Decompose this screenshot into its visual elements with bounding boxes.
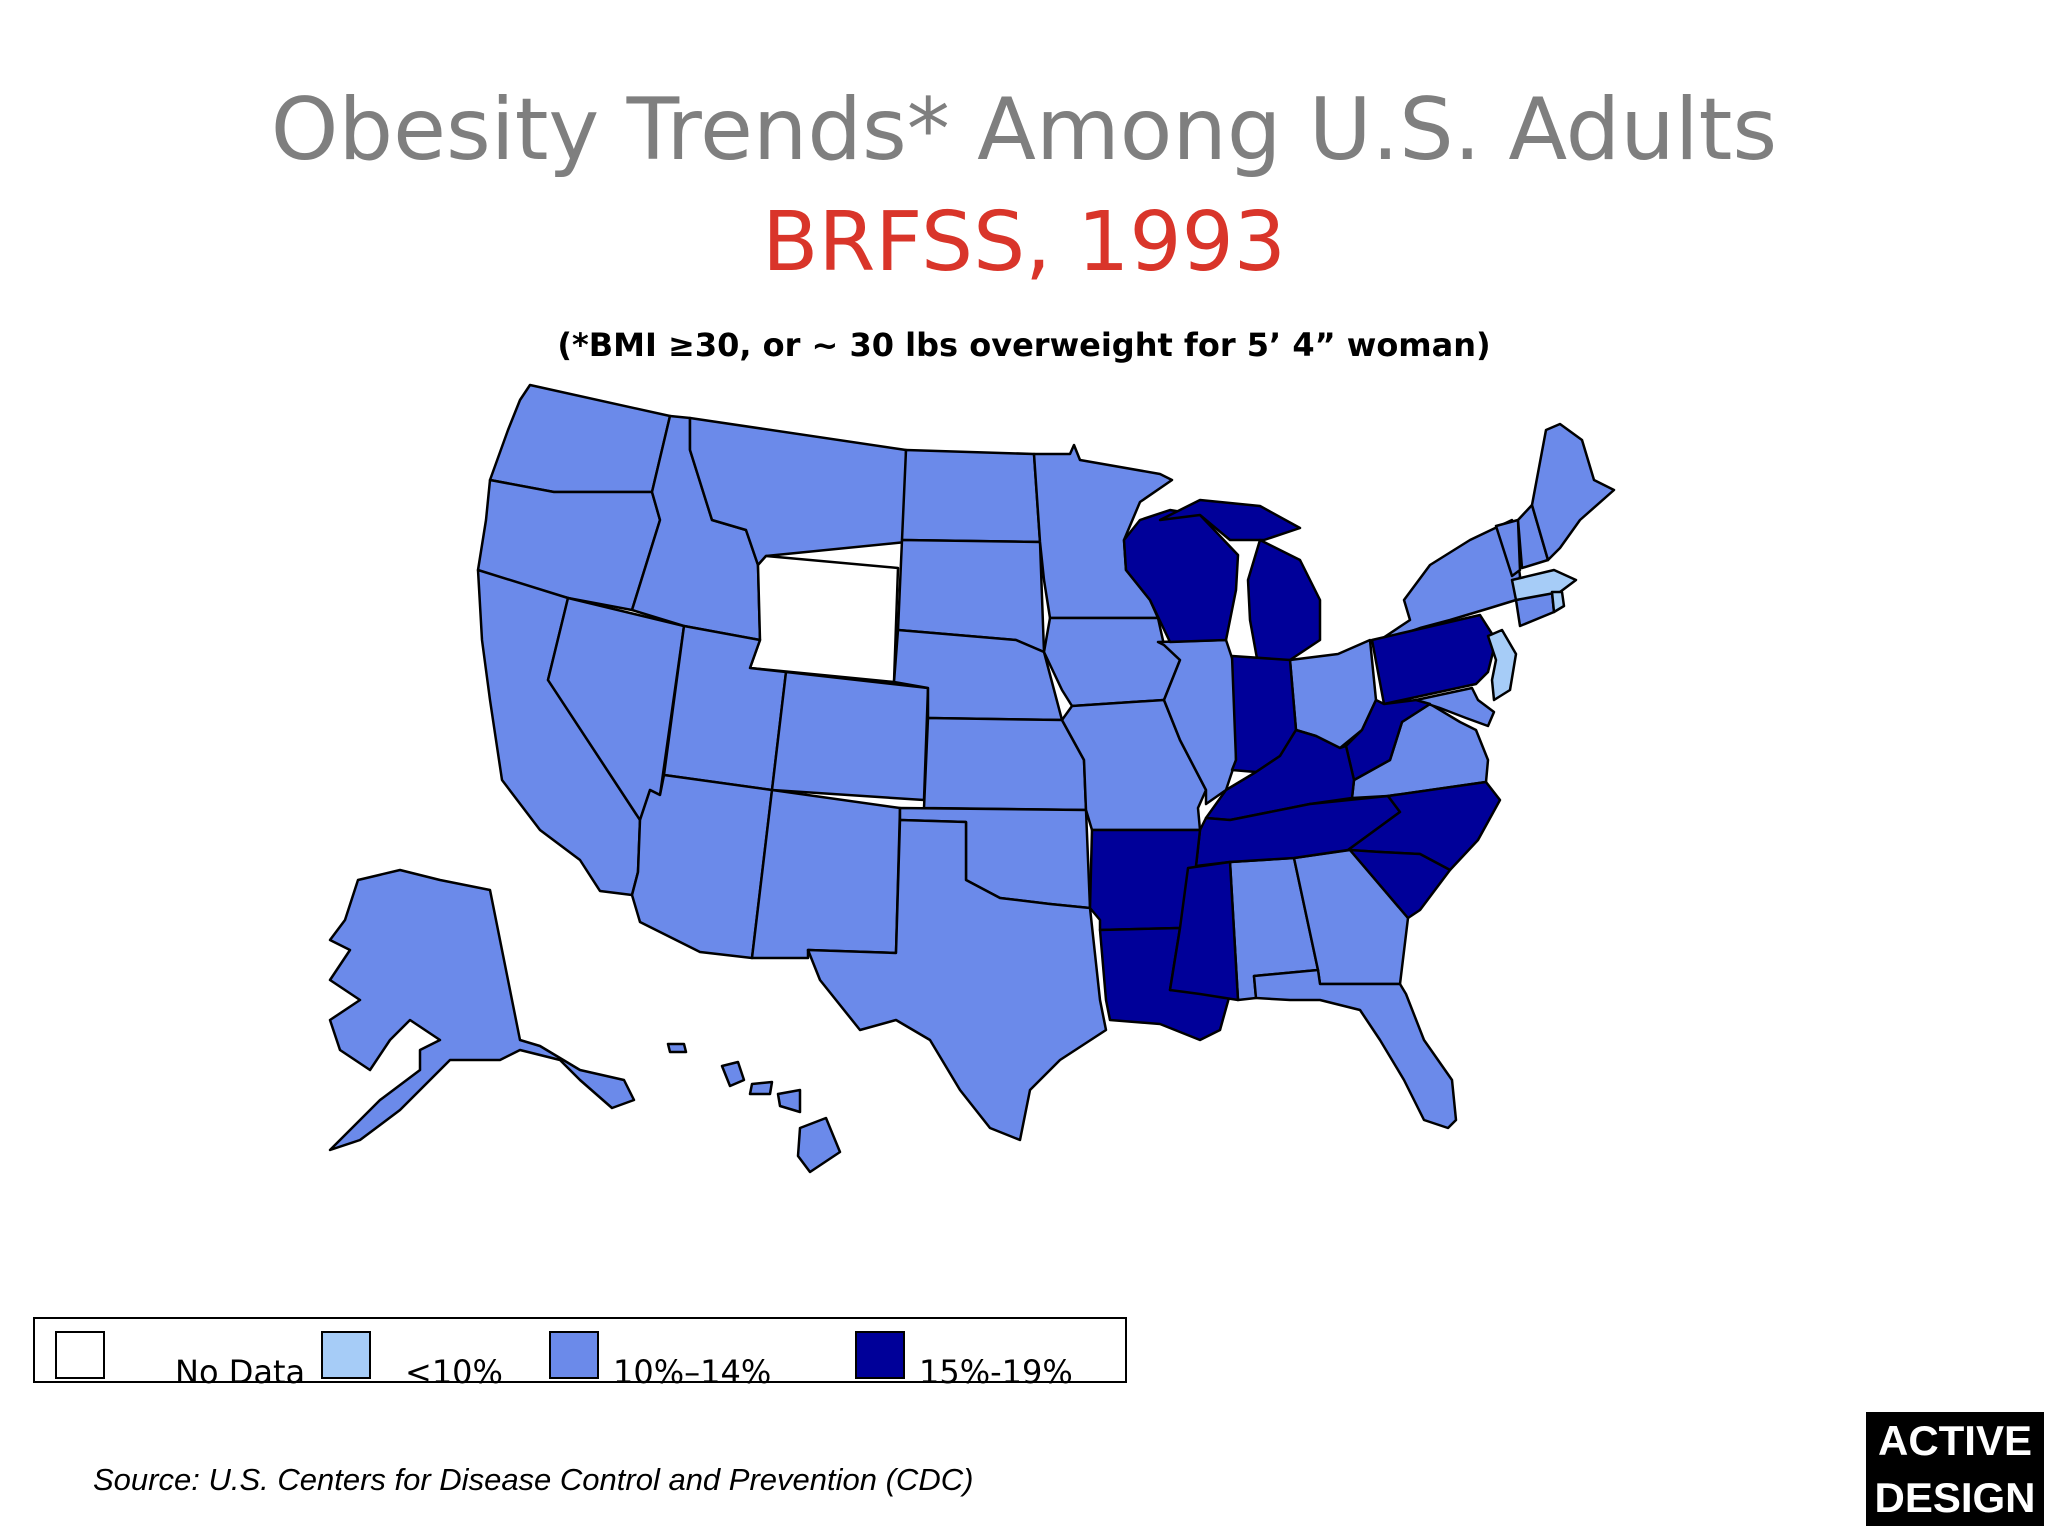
state-maine — [1530, 422, 1616, 562]
map-title: Obesity Trends* Among U.S. Adults — [270, 80, 1778, 180]
state-hawaii-island-5 — [666, 1042, 688, 1054]
state-mississippi — [1168, 860, 1240, 1002]
state-kansas — [922, 716, 1088, 812]
legend-label-lt10: <10% — [405, 1353, 503, 1391]
state-rhode-island — [1550, 590, 1566, 614]
legend-label-no-data: No Data — [175, 1353, 306, 1391]
state-colorado — [770, 670, 930, 802]
source-citation: Source: U.S. Centers for Disease Control… — [93, 1462, 974, 1497]
state-wisconsin — [1122, 508, 1240, 644]
legend-label-15-19: 15%-19% — [919, 1353, 1073, 1391]
logo-line-2: DESIGN — [1874, 1474, 2036, 1521]
state-hawaii-island-4 — [776, 1088, 802, 1114]
state-oregon — [476, 478, 662, 612]
state-vermont — [1494, 518, 1522, 578]
legend-swatch-15-19 — [855, 1331, 905, 1379]
state-maryland-delaware — [1414, 686, 1496, 728]
legend-label-10-14: 10%–14% — [613, 1353, 772, 1391]
legend-swatch-10-14 — [549, 1331, 599, 1379]
state-hawaii-island-2 — [720, 1060, 746, 1088]
state-florida — [1252, 968, 1458, 1130]
state-pennsylvania — [1370, 613, 1498, 706]
state-washington — [488, 383, 672, 494]
state-south-carolina — [1348, 848, 1452, 920]
state-alaska — [328, 868, 636, 1152]
state-arizona — [630, 773, 774, 960]
state-hawaii — [796, 1116, 842, 1174]
map-subtitle: BRFSS, 1993 — [762, 195, 1286, 290]
map-legend: No Data <10% 10%–14% 15%-19% — [33, 1317, 1127, 1391]
state-michigan — [1158, 498, 1302, 542]
state-texas — [806, 818, 1108, 1142]
legend-swatch-lt10 — [321, 1331, 371, 1379]
state-west-virginia — [1344, 698, 1432, 782]
state-north-dakota — [900, 448, 1042, 544]
active-design-logo: ACTIVE DESIGN — [1866, 1412, 2044, 1526]
state-iowa — [1042, 616, 1182, 708]
state-michigan-lower — [1246, 538, 1322, 666]
state-massachusetts — [1510, 568, 1578, 602]
bmi-footnote: (*BMI ≥30, or ~ 30 lbs overweight for 5’… — [557, 326, 1491, 364]
state-wyoming — [748, 554, 900, 684]
logo-line-1: ACTIVE — [1877, 1417, 2032, 1464]
state-new-mexico — [750, 788, 902, 960]
state-new-jersey — [1486, 628, 1518, 702]
state-hawaii-island-3 — [748, 1080, 774, 1096]
legend-swatch-no-data — [55, 1331, 105, 1379]
